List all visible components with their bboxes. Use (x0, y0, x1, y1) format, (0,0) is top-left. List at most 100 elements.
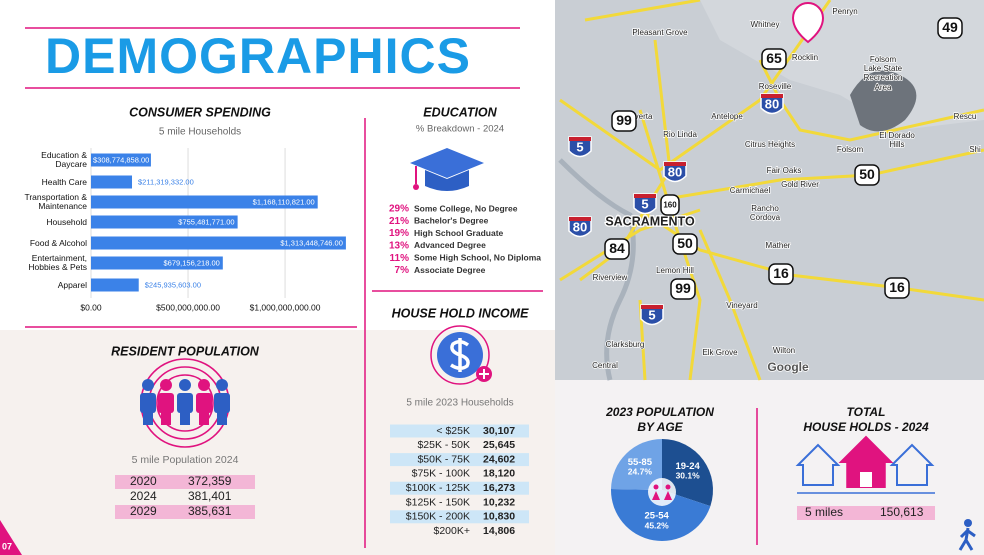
education-percent: 11% (390, 253, 410, 264)
interstate-shield-top (569, 217, 591, 221)
slice-label: 25-54 (645, 511, 670, 522)
page-title: DEMOGRAPHICS (45, 28, 471, 84)
x-tick-label: $1,000,000,000.00 (250, 302, 321, 312)
map-label: Recreation (864, 73, 903, 82)
education-label: Some High School, No Diploma (414, 252, 541, 262)
row-highlight (390, 481, 529, 495)
row-highlight (390, 453, 529, 467)
bar (91, 256, 223, 270)
map-label: Rancho (751, 204, 779, 213)
interstate-shield (760, 93, 784, 115)
income-bracket: $75K - 100K (412, 468, 470, 480)
population-count: 381,401 (188, 489, 232, 503)
income-count: 24,602 (483, 453, 515, 465)
bar-value-label: $308,774,858.00 (93, 155, 149, 164)
row-highlight (797, 506, 935, 520)
slice-value: 24.7% (628, 467, 653, 477)
map-label: Roseville (759, 82, 792, 91)
icon-person (214, 393, 230, 413)
map-label: Riverview (593, 273, 628, 282)
row-highlight (390, 510, 529, 524)
shield-number: 16 (773, 265, 789, 281)
section-title: HOUSE HOLDS - 2024 (803, 420, 929, 434)
shield-number: 84 (609, 240, 625, 256)
income-bracket: $150K - 200K (406, 511, 470, 523)
icon-person (179, 379, 191, 391)
section-title: 2023 POPULATION (605, 405, 714, 419)
category-label: Household (46, 216, 87, 227)
map-label: Gold River (781, 180, 819, 189)
category-label: Education & Daycare (41, 150, 87, 169)
icon-person (196, 393, 212, 413)
education-label: Bachelor's Degree (414, 216, 489, 226)
map-pin (791, 2, 825, 44)
icon-person (216, 379, 228, 391)
x-tick-label: $0.00 (80, 302, 102, 312)
row-highlight (115, 475, 255, 489)
icon-person (143, 411, 153, 425)
slice-value: 30.1% (676, 471, 701, 481)
route-shield (611, 110, 637, 132)
bar (91, 278, 139, 292)
map-label: Mather (766, 241, 791, 250)
education-label: Some College, No Degree (414, 203, 518, 213)
education-percent: 7% (395, 265, 410, 276)
income-count: 10,232 (483, 496, 515, 508)
icon-cap (425, 170, 469, 191)
income-count: 18,120 (483, 468, 515, 480)
income-bracket: $50K - 75K (417, 453, 470, 465)
income-count: 16,273 (483, 482, 515, 494)
map-road (559, 0, 832, 172)
icon-door (860, 472, 872, 487)
pie-icon (665, 484, 671, 490)
income-bracket: < $25K (436, 425, 470, 437)
map-lake (850, 70, 917, 132)
education-percent: 29% (389, 204, 409, 215)
map-label: Area (875, 83, 892, 92)
corner (0, 520, 22, 555)
bar (91, 215, 238, 229)
icon-plus (479, 369, 489, 379)
map-road (698, 229, 762, 381)
income-count: 30,107 (483, 425, 515, 437)
interstate-shield-top (634, 194, 656, 198)
section-subtitle: % Breakdown - 2024 (416, 124, 504, 135)
map-label: Elverta (628, 112, 653, 121)
icon-dollar (450, 338, 470, 372)
icon-house (838, 435, 894, 488)
bar-value-label: $1,313,448,746.00 (280, 238, 343, 247)
section-subtitle: 5 mile Population 2024 (132, 454, 239, 466)
category-label: Health Care (41, 176, 87, 187)
map-label: Rescu (954, 112, 977, 121)
route-shield (884, 277, 910, 299)
map-label: Shi (969, 145, 981, 154)
map-label: Google (767, 360, 809, 374)
route-shield (604, 238, 630, 260)
icon-cap (410, 148, 484, 178)
section-title: BY AGE (637, 420, 683, 434)
map-road (659, 148, 984, 202)
map-label: Folsom (837, 145, 864, 154)
shield-number: 5 (576, 139, 583, 154)
category-label: Entertainment, Hobbies & Pets (28, 253, 87, 272)
row-highlight (390, 424, 529, 438)
income-count: 14,806 (483, 525, 515, 537)
interstate-shield-top (664, 162, 686, 166)
category-label: Food & Alcohol (29, 237, 87, 248)
map-label: Central (592, 361, 618, 370)
row-highlight (115, 505, 255, 519)
map-label: Citrus Heights (745, 140, 795, 149)
icon-tassel (413, 184, 419, 190)
shield-number: 50 (859, 166, 875, 182)
icon-ring (430, 325, 490, 385)
map-label: Rocklin (792, 53, 818, 62)
route-shield (761, 48, 787, 70)
slice-label: 55-85 (628, 457, 653, 468)
shield-number: 80 (573, 219, 587, 234)
icon-person (160, 379, 172, 391)
population-year: 2020 (130, 474, 157, 488)
map-label: Antelope (711, 112, 743, 121)
map-label: Pleasant Grove (632, 28, 688, 37)
map-label: Hills (889, 140, 904, 149)
